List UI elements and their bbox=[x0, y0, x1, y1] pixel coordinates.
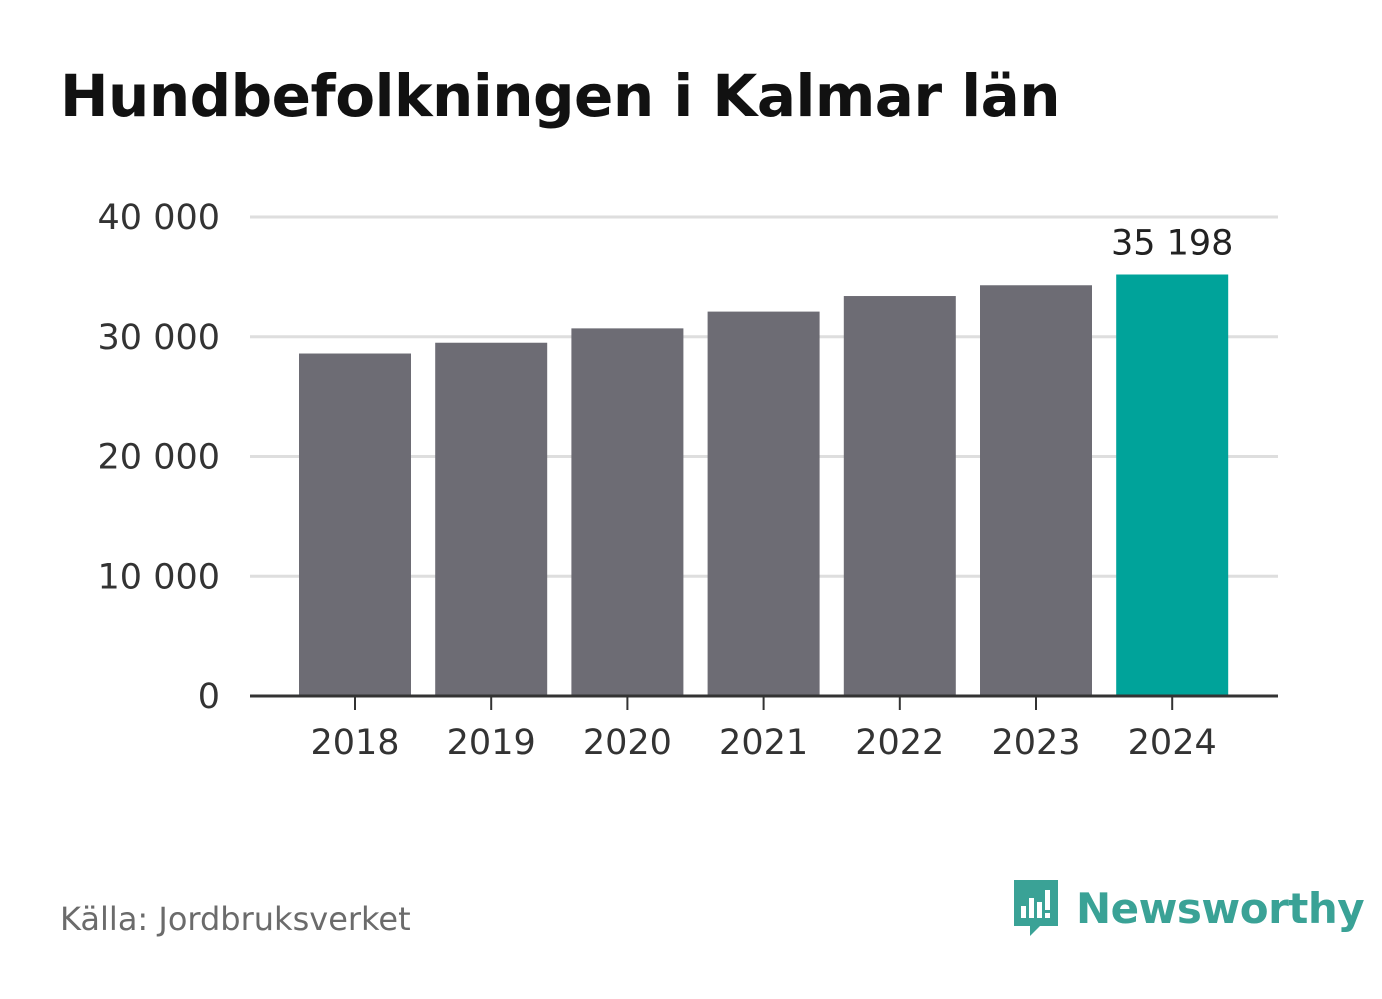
bar-2024 bbox=[1116, 274, 1229, 696]
newsworthy-logo-icon bbox=[1014, 880, 1058, 936]
bar-2018 bbox=[299, 353, 411, 696]
data-labels: 35 198 bbox=[1111, 224, 1233, 264]
bar-2021 bbox=[707, 311, 820, 696]
y-tick-label: 40 000 bbox=[98, 198, 220, 238]
y-tick-label: 10 000 bbox=[98, 557, 220, 597]
bars bbox=[299, 274, 1229, 696]
y-tick-label: 20 000 bbox=[98, 438, 220, 478]
bar-2019 bbox=[435, 342, 548, 696]
x-tick-label-2022: 2022 bbox=[855, 723, 944, 763]
bar-2022 bbox=[843, 296, 956, 696]
y-tick-label: 0 bbox=[198, 677, 220, 717]
x-axis-tick-labels: 2018 2019 2020 2021 2022 2023 2024 bbox=[310, 723, 1216, 763]
source-note: Källa: Jordbruksverket bbox=[60, 900, 411, 938]
brand-name: Newsworthy bbox=[1076, 883, 1365, 933]
brand-logo: Newsworthy bbox=[1010, 876, 1365, 940]
bar-2020 bbox=[571, 328, 684, 696]
x-tick-label-2023: 2023 bbox=[991, 723, 1080, 763]
bar-2023 bbox=[980, 285, 1092, 696]
x-tick-label-2018: 2018 bbox=[310, 723, 399, 763]
x-tick-label-2019: 2019 bbox=[447, 723, 536, 763]
x-axis bbox=[250, 694, 1278, 710]
x-tick-label-2021: 2021 bbox=[719, 723, 808, 763]
x-tick-label-2024: 2024 bbox=[1128, 723, 1217, 763]
y-axis-tick-labels: 0 10 000 20 000 30 000 40 000 bbox=[98, 198, 220, 717]
x-tick-label-2020: 2020 bbox=[583, 723, 672, 763]
chart-title: Hundbefolkningen i Kalmar län bbox=[60, 62, 1061, 130]
y-tick-label: 30 000 bbox=[98, 318, 220, 358]
data-label: 35 198 bbox=[1111, 224, 1233, 264]
